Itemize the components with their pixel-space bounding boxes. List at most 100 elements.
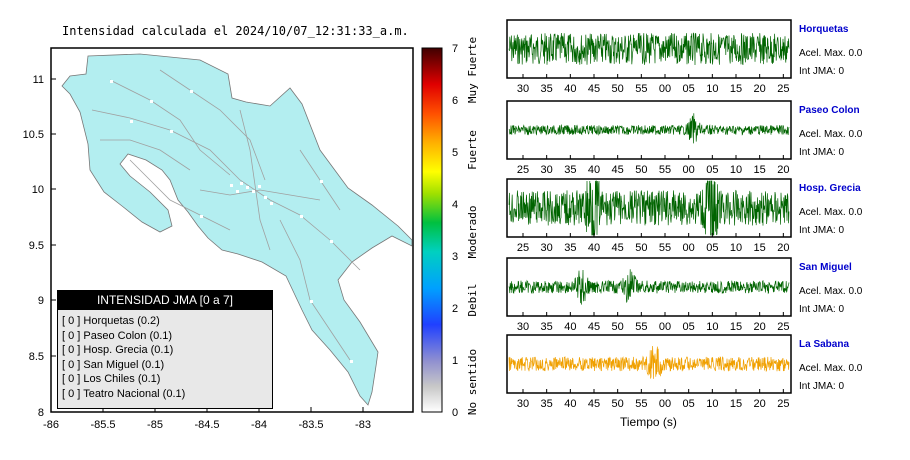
station-accel-max: Acel. Max. 0.0 (799, 129, 863, 140)
seismogram-tick-label: 35 (541, 398, 553, 410)
station-jma-intensity: Int JMA: 0 (799, 147, 845, 158)
seismogram-trace (508, 32, 790, 66)
town-markers (110, 80, 363, 363)
colorbar-tick-label: 6 (452, 95, 458, 107)
seismogram-x-axis-label: Tiempo (s) (620, 415, 677, 429)
seismogram-tick-label: 40 (588, 242, 600, 254)
seismogram-tick-label: 30 (541, 164, 553, 176)
seismogram-tick-label: 45 (612, 242, 624, 254)
map-x-tick-label: -85.5 (90, 419, 115, 431)
seismogram-tick-label: 25 (777, 398, 789, 410)
map-x-tick-label: -86 (43, 419, 59, 431)
seismogram-trace (508, 269, 790, 305)
map-x-tick-label: -83.5 (298, 419, 323, 431)
station-jma-intensity: Int JMA: 0 (799, 225, 845, 236)
map-x-tick-label: -85 (147, 419, 163, 431)
map-x-tick-label: -84.5 (194, 419, 219, 431)
seismogram-tick-label: 20 (754, 83, 766, 95)
seismogram-tick-label: 50 (612, 398, 624, 410)
colorbar-category-labels: No sentido Debil Moderado Fuerte Muy Fuerte (466, 37, 479, 415)
seismogram-tick-label: 05 (683, 321, 695, 333)
map-x-tick-label: -83 (355, 419, 371, 431)
seismogram-tick-label: 20 (777, 242, 789, 254)
colorbar-tick-label: 3 (452, 251, 458, 263)
colorbar-category-label: Fuerte (466, 130, 479, 170)
intensity-colorbar: 0 1 2 3 4 5 6 7 No sentido Debil Moderado Fuerte Mu… (421, 37, 479, 419)
seismogram-tick-label: 20 (754, 398, 766, 410)
seismogram-tick-label: 40 (564, 398, 576, 410)
seismogram-tick-label: 35 (564, 164, 576, 176)
seismogram-tick-label: 00 (683, 164, 695, 176)
colorbar-category-label: Moderado (466, 206, 479, 259)
station-accel-max: Acel. Max. 0.0 (799, 48, 863, 59)
legend-title: INTENSIDAD JMA [0 a 7] (58, 291, 272, 310)
seismogram-tick-label: 40 (564, 321, 576, 333)
seismogram-tick-label: 45 (588, 83, 600, 95)
seismogram-tick-label: 10 (706, 398, 718, 410)
seismogram-tick-label: 05 (706, 164, 718, 176)
seismogram-frame (506, 257, 792, 317)
seismogram-panel: 30 35 40 45 50 55 00 05 10 15 20 25 (506, 19, 792, 95)
seismogram-tick-label: 35 (541, 321, 553, 333)
seismogram-trace (508, 179, 790, 236)
station-jma-intensity: Int JMA: 0 (799, 304, 845, 315)
seismogram-tick-label: 30 (541, 242, 553, 254)
seismogram-tick-label: 50 (612, 321, 624, 333)
seismogram-tick-label: 45 (588, 321, 600, 333)
seismogram-tick-label: 05 (683, 83, 695, 95)
seismogram-tick-label: 45 (588, 398, 600, 410)
map-x-tick-labels: -86 -85.5 -85 -84.5 -84 -83.5 -83 (43, 419, 371, 431)
seismogram-tick-label: 15 (730, 321, 742, 333)
seismogram-tick-label: 35 (564, 242, 576, 254)
station-accel-max: Acel. Max. 0.0 (799, 363, 863, 374)
station-jma-intensity: Int JMA: 0 (799, 66, 845, 77)
seismogram-tick-label: 55 (635, 321, 647, 333)
seismogram-tick-label: 15 (730, 83, 742, 95)
map-y-tick-label: 10 (32, 184, 44, 196)
colorbar-tick-label: 1 (452, 355, 458, 367)
colorbar-category-label: No sentido (466, 349, 479, 415)
colorbar-tick-label: 7 (452, 43, 458, 55)
seismogram-panel: 30 35 40 45 50 55 00 05 10 15 20 25 (506, 334, 792, 410)
road-network (91, 69, 361, 361)
station-name: La Sabana (799, 339, 850, 350)
map-y-tick-label: 11 (33, 74, 44, 86)
seismogram-tick-label: 25 (517, 164, 529, 176)
map-y-tick-label: 8 (38, 407, 44, 419)
seismogram-trace (508, 345, 790, 379)
seismogram-tick-label: 45 (612, 164, 624, 176)
colorbar-gradient (421, 47, 443, 413)
colorbar-tick-label: 2 (452, 303, 458, 315)
station-name: Horquetas (799, 24, 849, 35)
seismogram-tick-label: 40 (564, 83, 576, 95)
legend-item: [ 0 ] Paseo Colon (0.1) (62, 329, 173, 342)
map-y-tick-label: 9.5 (29, 240, 44, 252)
seismogram-tick-label: 00 (659, 321, 671, 333)
seismogram-tick-label: 25 (517, 242, 529, 254)
seismogram-tick-label: 20 (754, 321, 766, 333)
seismogram-tick-label: 30 (517, 321, 529, 333)
seismogram-trace (508, 113, 790, 144)
legend-item: [ 0 ] Horquetas (0.2) (62, 315, 160, 327)
seismogram-tick-label: 15 (754, 164, 766, 176)
seismogram-tick-label: 15 (754, 242, 766, 254)
seismogram-tick-label: 15 (730, 398, 742, 410)
seismogram-tick-label: 20 (777, 164, 789, 176)
colorbar-tick-label: 0 (452, 407, 458, 419)
seismogram-tick-label: 30 (517, 398, 529, 410)
seismogram-tick-label: 25 (777, 321, 789, 333)
map-title: Intensidad calculada el 2024/10/07_12:31… (62, 24, 409, 38)
seismogram-tick-label: 55 (659, 242, 671, 254)
station-accel-max: Acel. Max. 0.0 (799, 207, 863, 218)
seismogram-panel: 25 30 35 40 45 50 55 00 05 10 15 20 (506, 100, 792, 176)
seismogram-tick-label: 30 (517, 83, 529, 95)
station-jma-intensity: Int JMA: 0 (799, 381, 845, 392)
colorbar-tick-labels: 0 1 2 3 4 5 6 7 (452, 43, 458, 419)
station-accel-max: Acel. Max. 0.0 (799, 286, 863, 297)
station-name: Hosp. Grecia (799, 183, 861, 194)
colorbar-category-label: Debil (466, 283, 479, 316)
legend-item: [ 0 ] San Miguel (0.1) (62, 358, 165, 371)
map-y-tick-labels: 11 10.5 10 9.5 9 8.5 8 (23, 74, 44, 419)
legend-item: [ 0 ] Teatro Nacional (0.1) (62, 387, 186, 400)
seismogram-tick-label: 10 (730, 242, 742, 254)
